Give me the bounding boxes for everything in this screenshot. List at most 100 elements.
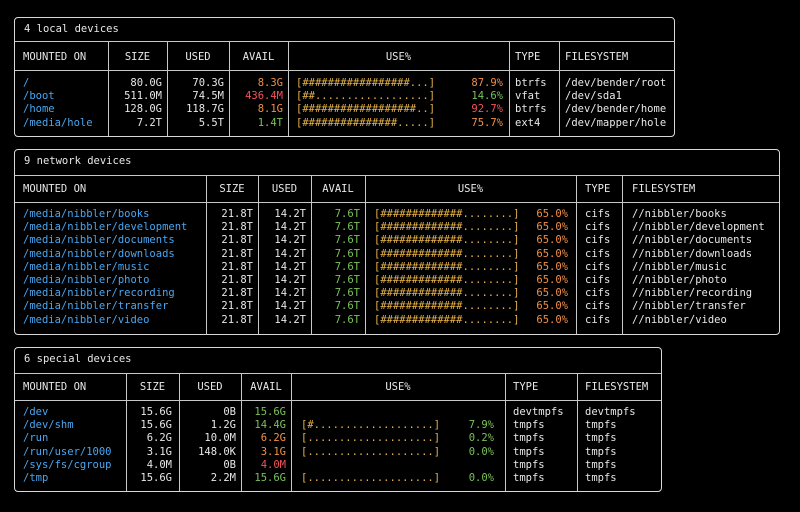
special-devices-panel: 6 special devices MOUNTED ON SIZE USED A… <box>14 347 662 492</box>
cell-bar: [###############.....] <box>296 116 436 129</box>
cell-pct: 0.2% <box>468 432 494 445</box>
cell-size: 3.1G <box>146 445 172 458</box>
cell-type: tmpfs <box>513 472 545 484</box>
cell-avail: 7.6T <box>334 287 360 300</box>
cell-avail: 7.6T <box>334 300 360 313</box>
cell-used: 14.2T <box>274 208 306 220</box>
cell-mount: /media/nibbler/transfer <box>23 300 169 313</box>
cell-used: 14.2T <box>274 287 306 300</box>
cell-pct: 65.0% <box>536 208 568 220</box>
cell-bar: [#################...] <box>296 77 436 89</box>
cell-fs: /dev/bender/root <box>565 77 667 89</box>
cell-avail: 7.6T <box>334 208 360 220</box>
cell-mount: /home <box>23 103 55 116</box>
cell-size: 6.2G <box>146 432 172 445</box>
header-use: USE% <box>385 381 411 393</box>
cell-type: ext4 <box>515 116 541 129</box>
cell-size: 4.0M <box>146 458 172 471</box>
cell-avail: 436.4M <box>245 90 283 103</box>
cell-type: vfat <box>515 90 541 103</box>
cell-type: cifs <box>585 260 611 273</box>
cell-avail: 3.1G <box>260 445 286 458</box>
cell-used: 10.0M <box>204 432 236 445</box>
cell-size: 511.0M <box>124 90 162 103</box>
cell-type: tmpfs <box>513 432 545 445</box>
cell-bar: [....................] <box>301 445 441 458</box>
cell-pct: 87.9% <box>471 77 503 89</box>
cell-fs: /dev/sda1 <box>565 90 622 103</box>
cell-bar: [#############........] <box>374 274 520 286</box>
cell-type: tmpfs <box>513 458 545 471</box>
cell-bar: [#############........] <box>374 300 520 313</box>
cell-fs: /dev/mapper/hole <box>565 116 667 129</box>
cell-avail: 7.6T <box>334 313 360 326</box>
cell-avail: 7.6T <box>334 234 360 247</box>
cell-used: 14.2T <box>274 234 306 247</box>
cell-mount: /run/user/1000 <box>23 445 112 458</box>
cell-avail: 15.6G <box>254 406 286 418</box>
cell-used: 148.0K <box>198 445 236 458</box>
cell-mount: /dev <box>23 406 49 418</box>
cell-pct: 0.0% <box>468 445 494 458</box>
cell-type: cifs <box>585 287 611 300</box>
cell-used: 74.5M <box>192 90 224 103</box>
header-avail: AVAIL <box>242 51 275 63</box>
header-avail: AVAIL <box>250 381 282 393</box>
cell-size: 21.8T <box>221 300 253 313</box>
cell-fs: devtmpfs <box>585 406 636 418</box>
cell-pct: 92.7% <box>471 103 503 116</box>
cell-size: 80.0G <box>130 77 162 89</box>
cell-size: 21.8T <box>221 274 253 286</box>
cell-bar: [#############........] <box>374 208 520 220</box>
cell-size: 15.6G <box>140 472 172 484</box>
cell-fs: tmpfs <box>585 419 617 432</box>
cell-type: cifs <box>585 274 611 286</box>
cell-pct: 65.0% <box>536 274 568 286</box>
cell-bar: [#############........] <box>374 234 520 247</box>
header-use: USE% <box>457 183 484 195</box>
cell-bar: [....................] <box>301 472 441 484</box>
cell-used: 14.2T <box>274 300 306 313</box>
cell-mount: /media/nibbler/downloads <box>23 247 175 260</box>
cell-mount: /media/nibbler/development <box>23 221 188 234</box>
cell-size: 15.6G <box>140 419 172 432</box>
cell-size: 21.8T <box>221 247 253 260</box>
cell-pct: 75.7% <box>471 116 503 129</box>
cell-type: tmpfs <box>513 445 545 458</box>
cell-size: 21.8T <box>221 208 253 220</box>
cell-type: cifs <box>585 247 611 260</box>
cell-used: 1.2G <box>210 419 236 432</box>
cell-mount: /media/nibbler/video <box>23 313 150 326</box>
header-type: TYPE <box>513 381 539 393</box>
cell-size: 128.0G <box>124 103 162 116</box>
cell-size: 15.6G <box>140 406 172 418</box>
cell-mount: /media/nibbler/photo <box>23 274 150 286</box>
cell-pct: 65.0% <box>536 247 568 260</box>
header-filesystem: FILESYSTEM <box>565 51 629 63</box>
cell-bar: [....................] <box>301 432 441 445</box>
cell-avail: 14.4G <box>254 419 286 432</box>
cell-size: 21.8T <box>221 234 253 247</box>
cell-mount: /media/nibbler/recording <box>23 287 175 300</box>
cell-size: 7.2T <box>136 116 162 129</box>
header-filesystem: FILESYSTEM <box>632 183 696 195</box>
cell-mount: /media/nibbler/documents <box>23 234 175 247</box>
cell-avail: 1.4T <box>257 116 283 129</box>
cell-fs: //nibbler/downloads <box>632 247 753 260</box>
cell-avail: 8.3G <box>257 77 283 89</box>
cell-fs: /dev/bender/home <box>565 103 667 116</box>
cell-mount: / <box>23 77 30 89</box>
cell-fs: //nibbler/documents <box>632 234 753 247</box>
header-type: TYPE <box>515 51 541 63</box>
cell-avail: 4.0M <box>260 458 286 471</box>
cell-bar: [##################..] <box>296 103 436 116</box>
cell-fs: //nibbler/recording <box>632 287 753 300</box>
header-filesystem: FILESYSTEM <box>585 381 649 393</box>
cell-mount: /boot <box>23 90 55 103</box>
cell-bar: [#############........] <box>374 260 520 273</box>
cell-fs: tmpfs <box>585 458 617 471</box>
cell-mount: /dev/shm <box>23 419 74 432</box>
cell-fs: tmpfs <box>585 472 617 484</box>
cell-bar: [#############........] <box>374 287 520 300</box>
cell-pct: 7.9% <box>468 419 494 432</box>
